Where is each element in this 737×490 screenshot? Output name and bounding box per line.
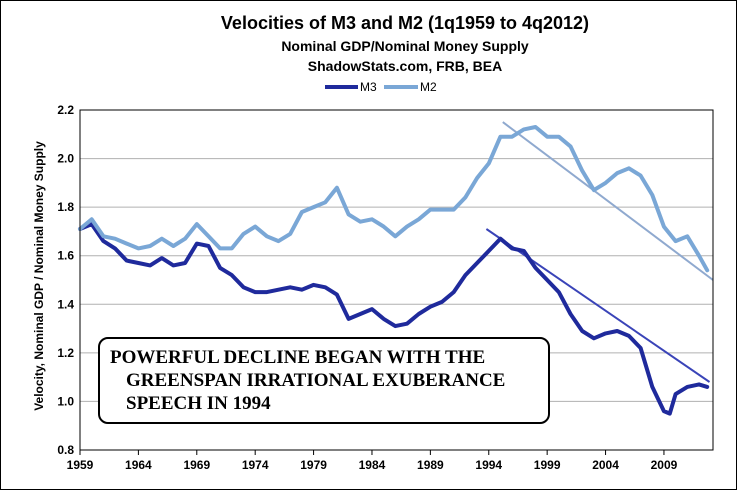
annotation-line-1: POWERFUL DECLINE BEGAN WITH THE bbox=[110, 347, 486, 368]
x-tick-label: 1989 bbox=[417, 458, 444, 472]
trendline-m3 bbox=[485, 228, 711, 383]
annotation-box: POWERFUL DECLINE BEGAN WITH THE GREENSPA… bbox=[98, 337, 550, 424]
x-tick-label: 1979 bbox=[300, 458, 327, 472]
x-tick-label: 1994 bbox=[475, 458, 502, 472]
y-tick-label: 0.8 bbox=[57, 443, 74, 457]
x-tick-label: 1974 bbox=[242, 458, 269, 472]
y-tick-label: 1.8 bbox=[57, 200, 74, 214]
chart-subtitle-2: ShadowStats.com, FRB, BEA bbox=[308, 58, 502, 74]
y-tick-label: 1.6 bbox=[57, 249, 74, 263]
legend: M3 M2 bbox=[325, 80, 437, 94]
x-tick-label: 1984 bbox=[359, 458, 386, 472]
data-series bbox=[78, 121, 714, 416]
plot-area bbox=[79, 109, 714, 451]
y-tick-label: 1.2 bbox=[57, 346, 74, 360]
chart-subtitle-1: Nominal GDP/Nominal Money Supply bbox=[281, 38, 529, 54]
legend-label-m3: M3 bbox=[360, 80, 377, 94]
x-tick-label: 2009 bbox=[651, 458, 678, 472]
x-tick-label: 1999 bbox=[534, 458, 561, 472]
y-axis-label: Velocity, Nominal GDP / Nominal Money Su… bbox=[32, 141, 46, 411]
chart-title: Velocities of M3 and M2 (1q1959 to 4q201… bbox=[221, 13, 589, 33]
trendline-m2 bbox=[502, 121, 714, 281]
y-tick-labels: 0.8 1.0 1.2 1.4 1.6 1.8 2.0 2.2 bbox=[57, 103, 74, 457]
series-line-m3 bbox=[78, 222, 710, 416]
y-tick-label: 1.4 bbox=[57, 297, 74, 311]
x-tick-label: 1969 bbox=[183, 458, 210, 472]
x-tick-label: 1959 bbox=[67, 458, 94, 472]
annotation-line-3: SPEECH IN 1994 bbox=[126, 393, 271, 414]
x-tick-labels: 1959 1964 1969 1974 1979 1984 1989 1994 1999 2004… bbox=[67, 450, 678, 472]
series-line-m2 bbox=[78, 125, 710, 273]
annotation-line-2: GREENSPAN IRRATIONAL EXUBERANCE bbox=[126, 370, 506, 391]
legend-label-m2: M2 bbox=[420, 80, 437, 94]
y-tick-label: 2.2 bbox=[57, 103, 74, 117]
y-tick-label: 1.0 bbox=[57, 394, 74, 408]
x-tick-label: 1964 bbox=[125, 458, 152, 472]
x-tick-label: 2004 bbox=[592, 458, 619, 472]
y-tick-label: 2.0 bbox=[57, 152, 74, 166]
